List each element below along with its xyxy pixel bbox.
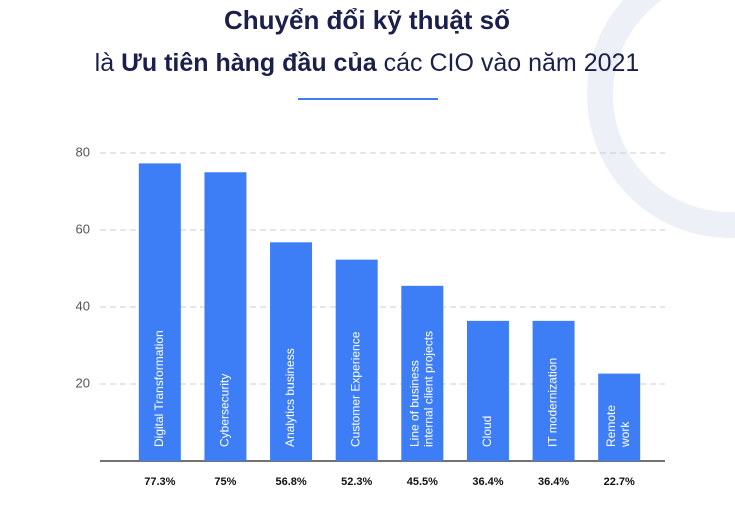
y-tick-label: 40 bbox=[76, 298, 90, 313]
bar bbox=[270, 242, 313, 461]
category-line: Cloud bbox=[480, 416, 494, 447]
category-line: Remote bbox=[604, 405, 618, 447]
y-tick-label: 20 bbox=[76, 375, 90, 390]
bar bbox=[401, 285, 444, 461]
bar bbox=[466, 320, 509, 461]
bar bbox=[204, 172, 247, 461]
category-label: Customer Experience bbox=[349, 331, 363, 447]
category-label: Cloud bbox=[480, 416, 494, 447]
value-label: 77.3% bbox=[144, 476, 175, 488]
value-label: 75% bbox=[214, 476, 236, 488]
category-line: IT modernization bbox=[546, 358, 560, 447]
category-line: Cybersecurity bbox=[218, 374, 232, 447]
chart-subtitle: là Ưu tiên hàng đầu của các CIO vào năm 20… bbox=[95, 49, 640, 77]
category-line: Digital Transformation bbox=[152, 330, 166, 447]
y-tick-label: 60 bbox=[76, 221, 90, 236]
category-label: Digital Transformation bbox=[152, 330, 166, 447]
subtitle-part: các CIO vào năm 2021 bbox=[384, 49, 640, 77]
value-label: 56.8% bbox=[275, 476, 306, 488]
bar bbox=[138, 163, 181, 461]
value-label: 22.7% bbox=[604, 476, 635, 488]
category-line: internal client projects bbox=[421, 331, 435, 447]
value-label: 45.5% bbox=[407, 476, 438, 488]
subtitle-part: Ưu tiên hàng đầu của bbox=[121, 49, 378, 77]
category-label: Analytics business bbox=[283, 348, 297, 447]
bar bbox=[532, 320, 575, 461]
value-label: 52.3% bbox=[341, 476, 372, 488]
category-line: Analytics business bbox=[283, 348, 297, 447]
category-label: Cybersecurity bbox=[218, 374, 232, 447]
decor-ring bbox=[587, 0, 735, 238]
chart-title: Chuyển đổi kỹ thuật số bbox=[224, 5, 510, 35]
category-label: Line of businessinternal client projects bbox=[407, 331, 435, 447]
category-label: IT modernization bbox=[546, 358, 560, 447]
category-line: Line of business bbox=[407, 360, 421, 447]
category-label: Remotework bbox=[604, 405, 632, 448]
value-label: 36.4% bbox=[472, 476, 503, 488]
category-line: Customer Experience bbox=[349, 331, 363, 447]
subtitle-part: là bbox=[95, 49, 115, 77]
bar bbox=[335, 259, 378, 461]
category-line: work bbox=[618, 421, 632, 448]
y-tick-label: 80 bbox=[76, 144, 90, 159]
bar bbox=[598, 373, 641, 461]
value-label: 36.4% bbox=[538, 476, 569, 488]
